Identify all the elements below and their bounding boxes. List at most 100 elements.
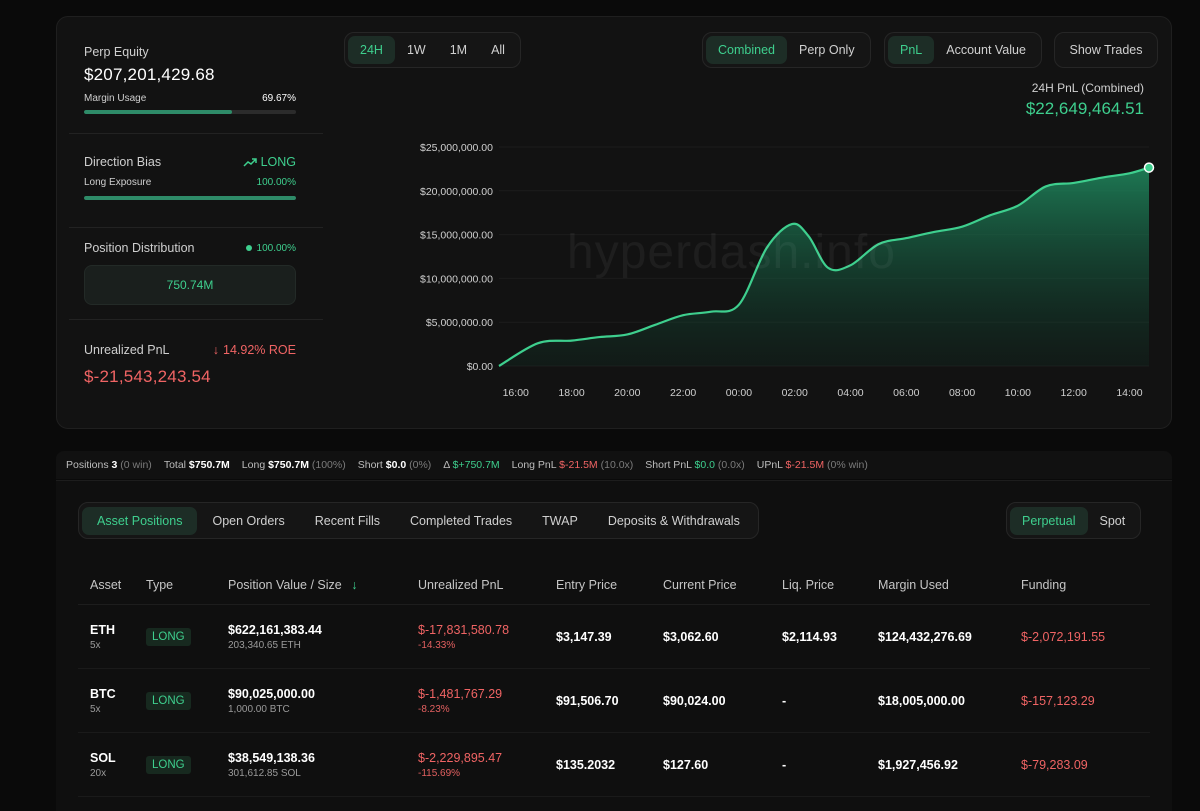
- col-unrealized-pnl[interactable]: Unrealized PnL: [418, 577, 504, 592]
- y-tick-label: $20,000,000.00: [420, 186, 493, 198]
- stat-upnl-roe: (0% win): [827, 459, 868, 471]
- metric-tab-account-value[interactable]: Account Value: [946, 43, 1026, 57]
- stat-long-value: $750.7M: [268, 459, 309, 471]
- range-tab-all[interactable]: All: [491, 43, 505, 57]
- col-entry-price[interactable]: Entry Price: [556, 577, 618, 592]
- cell-unrealized-pnl: $-2,229,895.47 -115.69%: [418, 751, 556, 779]
- tab-perpetual[interactable]: Perpetual: [1010, 506, 1088, 535]
- tab-completed-trades[interactable]: Completed Trades: [410, 513, 513, 528]
- x-tick-label: 06:00: [893, 387, 919, 399]
- stat-upnl: UPnL $-21.5M (0% win): [757, 459, 868, 471]
- stat-long-pct: (100%): [311, 459, 346, 471]
- tab-twap[interactable]: TWAP: [542, 513, 578, 528]
- range-tab-1m[interactable]: 1M: [449, 43, 468, 57]
- tab-deposits-withdrawals[interactable]: Deposits & Withdrawals: [607, 513, 740, 528]
- x-tick-label: 22:00: [670, 387, 696, 399]
- pnl-endpoint[interactable]: [1143, 162, 1155, 173]
- unrealized-pnl: $-1,481,767.29: [418, 686, 503, 701]
- col-margin-used[interactable]: Margin Used: [878, 577, 949, 592]
- unrealized-pnl-pct: -8.23%: [418, 703, 450, 715]
- range-tab-1w[interactable]: 1W: [406, 43, 426, 57]
- x-tick-label: 10:00: [1005, 387, 1031, 399]
- tab-open-orders[interactable]: Open Orders: [212, 513, 285, 528]
- stat-total: Total $750.7M: [164, 459, 230, 471]
- positions-stats-bar: Positions 3 (0 win) Total $750.7M Long $…: [56, 451, 1172, 479]
- positions-table: Asset Type Position Value / Size ↓ Unrea…: [78, 565, 1150, 797]
- pnl-line: [498, 166, 1150, 367]
- cell-position-value: $38,549,138.36 301,612.85 SOL: [228, 751, 418, 779]
- current-price: $90,024.00: [663, 693, 726, 708]
- mode-tab-combined[interactable]: Combined: [706, 36, 787, 64]
- funding: $-2,072,191.55: [1021, 629, 1106, 644]
- col-funding[interactable]: Funding: [1021, 577, 1067, 592]
- stat-long-pnl-lev: (10.0x): [600, 459, 634, 471]
- range-tab-24h[interactable]: 24H: [348, 36, 395, 64]
- col-position-value[interactable]: Position Value / Size ↓: [228, 578, 418, 592]
- direction-bias-value-wrap: LONG: [243, 155, 296, 169]
- stat-delta: Δ $+750.7M: [443, 459, 499, 471]
- col-current-price[interactable]: Current Price: [663, 577, 737, 592]
- watermark: hyperdash.info: [567, 226, 896, 279]
- stat-total-value: $750.7M: [188, 459, 230, 471]
- equity-chart-panel: Perp Equity $207,201,429.68 Margin Usage…: [56, 16, 1172, 429]
- type-badge: LONG: [146, 691, 191, 710]
- funding: $-79,283.09: [1021, 757, 1088, 772]
- perp-equity-value: $207,201,429.68: [84, 65, 215, 84]
- position-distribution-bar[interactable]: 750.74M: [84, 265, 296, 305]
- long-exposure-bar: [84, 196, 296, 200]
- table-row[interactable]: ETH 5x LONG $622,161,383.44 203,340.65 ETH…: [78, 605, 1150, 669]
- tab-spot[interactable]: Spot: [1099, 513, 1126, 528]
- x-tick-label: 04:00: [837, 387, 863, 399]
- stat-short-pnl: Short PnL $0.0 (0.0x): [645, 459, 744, 471]
- col-liq-price[interactable]: Liq. Price: [782, 577, 835, 592]
- x-tick-label: 14:00: [1116, 387, 1142, 399]
- y-tick-label: $10,000,000.00: [420, 273, 493, 285]
- position-size: 203,340.65 ETH: [228, 639, 301, 651]
- divider: [69, 319, 323, 320]
- unrealized-pnl-pct: -14.33%: [418, 639, 456, 651]
- liq-price: -: [782, 693, 787, 708]
- table-row[interactable]: BTC 5x LONG $90,025,000.00 1,000.00 BTC $-…: [78, 669, 1150, 733]
- stat-positions-label: Positions: [66, 459, 109, 471]
- position-value: $90,025,000.00: [228, 686, 315, 701]
- x-tick-label: 18:00: [558, 387, 584, 399]
- stat-short-label: Short: [357, 459, 383, 471]
- stat-long-pnl: Long PnL $-21.5M (10.0x): [512, 459, 634, 471]
- show-trades-button[interactable]: Show Trades: [1054, 32, 1158, 68]
- table-row[interactable]: SOL 20x LONG $38,549,138.36 301,612.85 SOL…: [78, 733, 1150, 797]
- metric-tab-pnl[interactable]: PnL: [888, 36, 935, 64]
- unrealized-pnl-value: $-21,543,243.54: [84, 367, 211, 386]
- type-badge: LONG: [146, 627, 191, 646]
- unrealized-pnl-section: Unrealized PnL ↓ 14.92% ROE $-21,543,243.…: [57, 343, 323, 387]
- stat-long-pnl-value: $-21.5M: [559, 459, 598, 471]
- stat-short-value: $0.0: [385, 459, 407, 471]
- market-tabs: Perpetual Spot: [1006, 502, 1142, 539]
- current-price: $127.60: [663, 757, 709, 772]
- x-tick-label: 02:00: [782, 387, 808, 399]
- tab-recent-fills[interactable]: Recent Fills: [314, 513, 381, 528]
- tab-asset-positions[interactable]: Asset Positions: [82, 506, 198, 535]
- stat-short-pct: (0%): [409, 459, 432, 471]
- position-distribution-value: 750.74M: [166, 278, 214, 292]
- col-asset[interactable]: Asset: [90, 577, 122, 592]
- position-value: $622,161,383.44: [228, 622, 322, 637]
- mode-tab-perp-only[interactable]: Perp Only: [798, 43, 855, 57]
- stat-positions-win: (0 win): [120, 459, 152, 471]
- pnl-title: 24H PnL (Combined): [1031, 81, 1144, 95]
- x-tick-label: 08:00: [949, 387, 975, 399]
- stat-positions: Positions 3 (0 win): [66, 459, 152, 471]
- direction-bias-label: Direction Bias: [84, 155, 162, 169]
- col-type[interactable]: Type: [146, 577, 174, 592]
- stat-short: Short $0.0 (0%): [358, 459, 432, 471]
- dot-icon: [245, 244, 252, 251]
- position-size: 301,612.85 SOL: [228, 767, 301, 779]
- position-size: 1,000.00 BTC: [228, 703, 290, 715]
- pnl-value: $22,649,464.51: [1025, 99, 1144, 118]
- trend-up-icon: [243, 157, 257, 167]
- summary-column: Perp Equity $207,201,429.68 Margin Usage…: [57, 17, 323, 430]
- cell-type: LONG: [146, 627, 228, 646]
- position-distribution-pct: 100.00%: [256, 242, 296, 254]
- pnl-chart[interactable]: $0.00 $5,000,000.00 $10,000,000.00 $15,000,…: [347, 117, 1157, 417]
- entry-price: $135.2032: [556, 757, 616, 772]
- asset-name: BTC: [90, 686, 116, 701]
